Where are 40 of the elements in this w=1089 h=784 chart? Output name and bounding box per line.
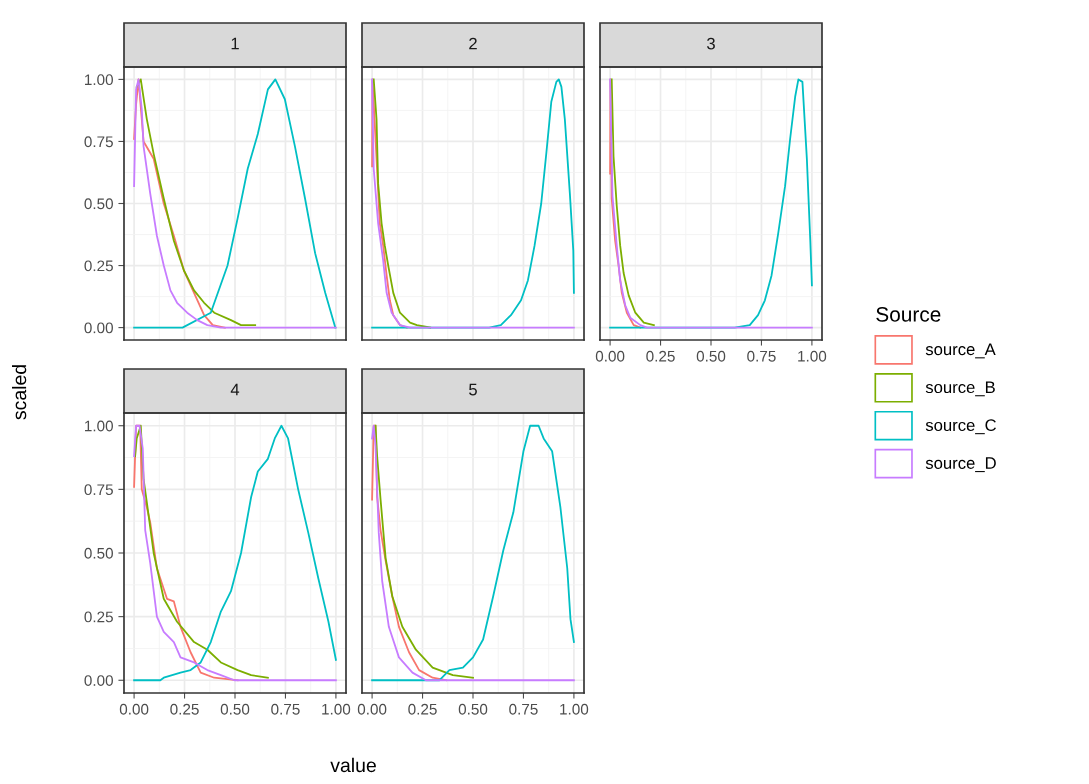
y-tick-label: 1.00 [85,420,113,432]
y-axis-title: scaled [12,365,27,420]
line-series [133,424,337,682]
legend-label: source_D [925,457,996,473]
chart-title: 2 [469,37,477,50]
line-series [134,424,269,679]
x-tick-label: 0.75 [747,350,776,362]
chart-title: 3 [707,37,715,50]
x-tick-label: 0.00 [357,703,387,715]
legend-title: Source [876,307,941,322]
y-tick-label: 0.50 [84,198,113,210]
chart-title: 5 [469,383,477,396]
y-tick-label: 0.75 [84,484,113,496]
legend-label: source_C [925,419,996,435]
x-tick-label: 0.75 [509,703,538,715]
line-series [133,78,337,329]
x-tick-label: 0.00 [119,703,149,715]
y-tick-label: 1.00 [85,74,113,86]
x-tick-label: 0.00 [595,350,625,362]
x-tick-label: 0.50 [458,703,488,715]
y-tick-label: 0.25 [84,260,113,272]
x-tick-label: 1.00 [322,703,351,715]
x-tick-label: 0.75 [271,703,300,715]
x-tick-label: 1.00 [798,350,827,362]
chart-title: 1 [231,37,239,50]
y-tick-label: 0.50 [84,547,113,559]
y-tick-label: 0.00 [84,675,113,686]
x-tick-label: 0.25 [408,703,437,715]
x-axis-title: value [330,757,376,773]
x-tick-label: 1.00 [560,703,589,715]
y-tick-label: 0.75 [84,136,113,148]
legend-label: source_A [925,343,996,359]
y-tick-label: 0.00 [84,322,113,334]
y-tick-label: 0.25 [84,611,113,623]
x-tick-label: 0.50 [696,350,726,362]
x-tick-label: 0.50 [220,703,250,715]
legend-label: source_B [925,381,995,397]
chart-title: 4 [230,383,240,396]
x-tick-label: 0.25 [646,350,675,362]
x-tick-label: 0.25 [170,703,199,715]
